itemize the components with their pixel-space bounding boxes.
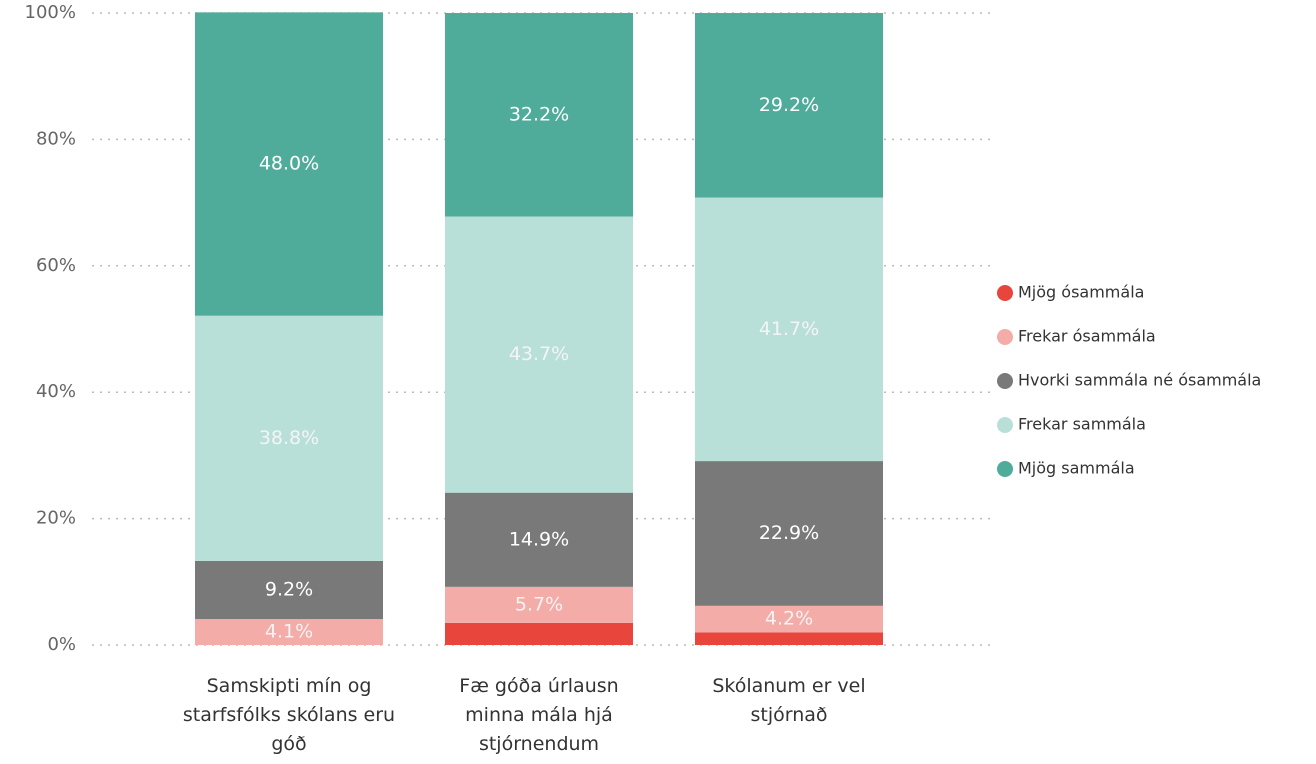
y-tick-label: 40% <box>36 381 76 402</box>
legend-label: Frekar ósammála <box>1018 327 1156 346</box>
data-label: 41.7% <box>759 318 819 340</box>
legend-marker <box>997 329 1013 345</box>
bar-segment <box>195 315 383 561</box>
bar-segment <box>445 13 633 217</box>
x-tick-label: Fæ góða úrlausn minna mála hjá stjórnend… <box>459 675 619 755</box>
bar-segment <box>695 197 883 462</box>
bar-segment <box>695 632 883 645</box>
legend-label: Mjög ósammála <box>1018 283 1144 302</box>
data-label: 14.9% <box>509 528 569 550</box>
data-label: 4.2% <box>765 608 813 630</box>
legend-marker <box>997 373 1013 389</box>
x-tick-label: Samskipti mín og starfsfólks skólans eru… <box>182 675 396 755</box>
data-label: 9.2% <box>265 579 313 601</box>
data-label: 29.2% <box>759 94 819 116</box>
bar-segment <box>695 605 883 633</box>
y-tick-label: 100% <box>25 2 76 23</box>
bar-segment <box>695 13 883 198</box>
bar-segment <box>195 560 383 620</box>
bar-segment <box>445 492 633 587</box>
bar-segment <box>195 619 383 645</box>
legend-marker <box>997 461 1013 477</box>
legend-marker <box>997 285 1013 301</box>
y-tick-label: 80% <box>36 128 76 149</box>
data-label: 48.0% <box>259 153 319 175</box>
data-label: 5.7% <box>515 593 563 615</box>
bar-segment <box>195 12 383 316</box>
bar-segment <box>445 622 633 645</box>
legend-label: Hvorki sammála né ósammála <box>1018 371 1261 390</box>
data-label: 22.9% <box>759 522 819 544</box>
legend-label: Mjög sammála <box>1018 459 1135 478</box>
y-tick-label: 60% <box>36 255 76 276</box>
bar-segment <box>445 216 633 493</box>
bar-segment <box>445 586 633 623</box>
data-label: 38.8% <box>259 427 319 449</box>
data-label: 32.2% <box>509 103 569 125</box>
data-label: 4.1% <box>265 621 313 643</box>
legend-label: Frekar sammála <box>1018 415 1146 434</box>
data-label: 43.7% <box>509 343 569 365</box>
bar-segment <box>695 461 883 606</box>
y-tick-label: 0% <box>47 634 76 655</box>
x-tick-label: Skólanum er vel stjórnað <box>712 675 866 726</box>
y-tick-label: 20% <box>36 508 76 529</box>
legend-marker <box>997 417 1013 433</box>
